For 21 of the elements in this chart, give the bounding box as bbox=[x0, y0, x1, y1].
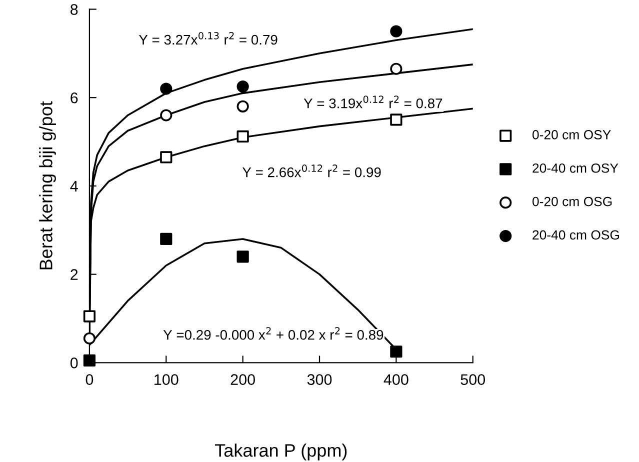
y-tick-label: 4 bbox=[70, 180, 78, 192]
x-tick-label: 300 bbox=[307, 374, 332, 386]
annotation: Y = 3.19x$^{0.12}$ r$^{2}$ = 0.87 bbox=[304, 96, 442, 108]
annotation: Y =0.29 -0.000 x$^{2}$ + 0.02 x r$^{2}$ = 0.89 bbox=[163, 327, 384, 340]
annotation: Y = 2.66x$^{0.12}$ r$^{2}$ = 0.99 bbox=[242, 164, 381, 178]
y-axis-title: Berat kering biji g/pot bbox=[39, 101, 56, 270]
x-tick-label: 100 bbox=[154, 374, 178, 386]
x-tick-label: 400 bbox=[384, 374, 408, 386]
x-tick-label: 0 bbox=[86, 374, 94, 386]
annotation: Y = 3.27x$^{0.13}$ r$^{2}$ = 0.79 bbox=[138, 32, 278, 45]
y-tick-label: 0 bbox=[70, 358, 78, 368]
x-tick-label: 500 bbox=[460, 374, 486, 386]
x-axis-title: Takaran P (ppm) bbox=[215, 444, 347, 460]
legend-label: 20-40 cm OSY bbox=[532, 163, 618, 173]
x-tick-label: 200 bbox=[230, 374, 255, 386]
legend-label: 0-20 cm OSG bbox=[532, 196, 612, 206]
y-tick-label: 6 bbox=[70, 92, 78, 104]
y-tick-label: 8 bbox=[70, 4, 78, 15]
y-tick-label: 2 bbox=[70, 269, 78, 280]
legend-label: 20-40 cm OSG bbox=[532, 230, 619, 240]
legend-label: 0-20 cm OSY bbox=[532, 130, 611, 140]
